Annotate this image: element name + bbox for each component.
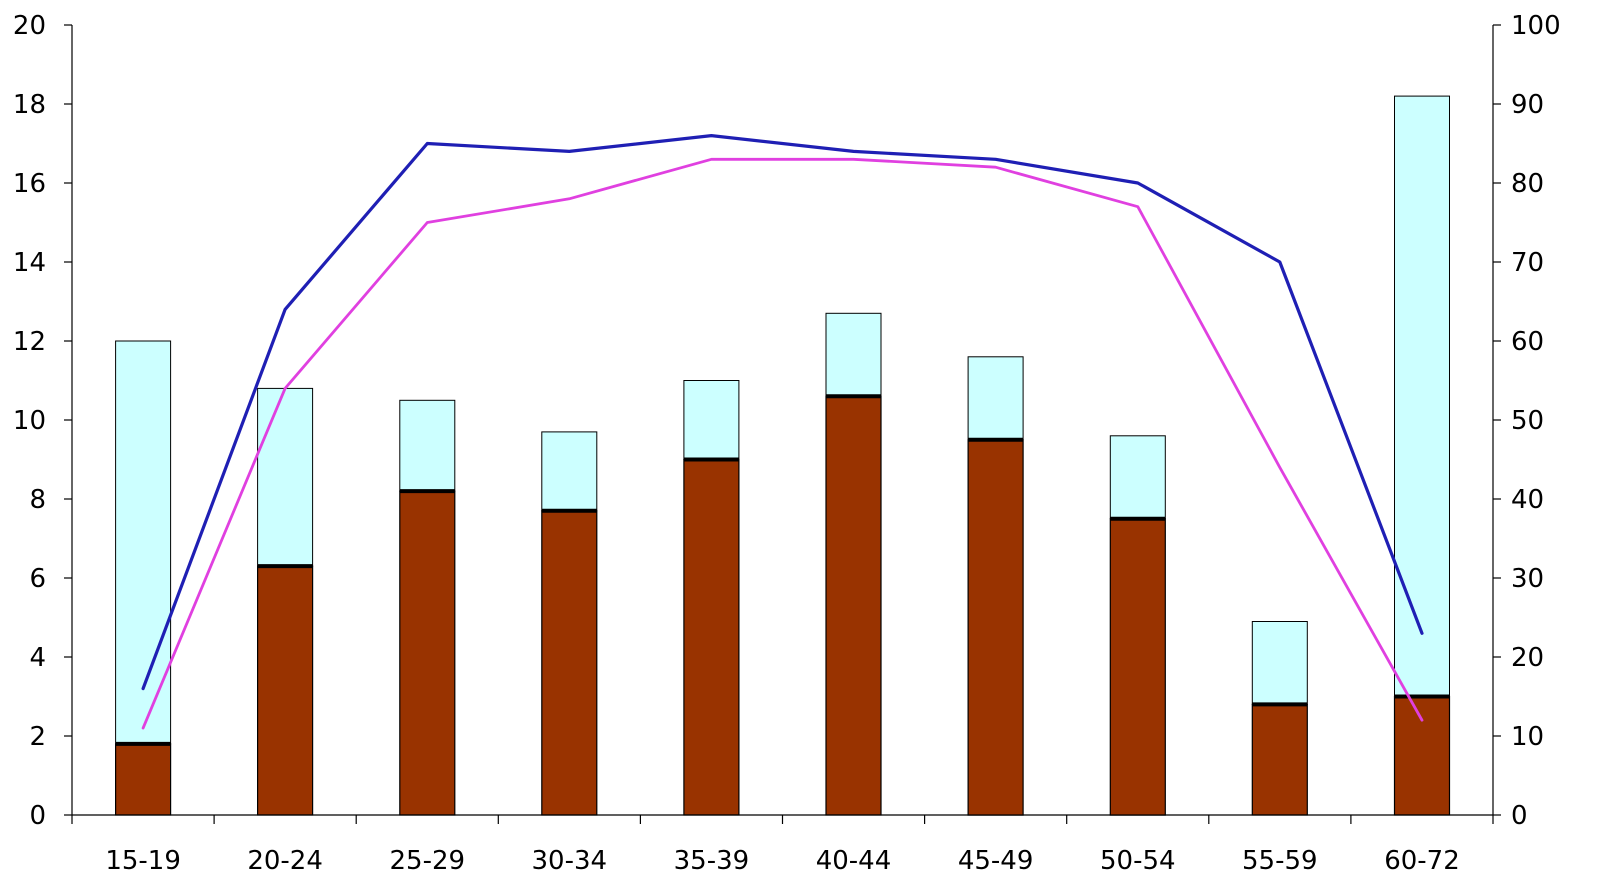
y-left-tick-label: 8 (29, 485, 46, 515)
bar-45-49-segment-1 (967, 439, 1024, 816)
bar-40-44-segment-2 (825, 312, 882, 397)
bar-30-34-segment-2 (541, 431, 598, 512)
y-left-tick-label: 18 (13, 90, 46, 120)
lines-layer (141, 134, 1424, 730)
y-left-tick-label: 12 (13, 327, 46, 357)
y-left-tick-label: 0 (29, 801, 46, 831)
bar-25-29-segment-2 (399, 399, 456, 492)
labels-layer: 0 2 4 6 8 10 12 14 16 18 20 0 10 20 30 40 50 60 70 80 90 100 1… (13, 11, 1561, 876)
x-tick-label-30-34: 30-34 (532, 846, 608, 876)
y-right-tick-label: 20 (1511, 643, 1544, 673)
bar-55-59-segment-2 (1251, 621, 1308, 705)
x-tick-label-50-54: 50-54 (1100, 846, 1176, 876)
bar-35-39-segment-2 (683, 380, 740, 460)
x-tick-label-35-39: 35-39 (674, 846, 750, 876)
bar-25-29-segment-1 (399, 490, 456, 816)
bars-layer (114, 95, 1451, 816)
x-tick-label-55-59: 55-59 (1242, 846, 1318, 876)
x-tick-label-45-49: 45-49 (958, 846, 1034, 876)
y-left-tick-label: 16 (13, 169, 46, 199)
x-tick-label-60-72: 60-72 (1384, 846, 1460, 876)
bar-60-72-segment-2 (1394, 95, 1450, 698)
bar-30-34-segment-1 (541, 510, 598, 816)
y-left-tick-label: 4 (29, 643, 46, 673)
bar-15-19-segment-2 (115, 340, 172, 745)
bar-15-19-segment-1 (114, 743, 172, 816)
bar-35-39-segment-1 (683, 458, 740, 816)
bar-45-49-segment-2 (967, 356, 1024, 441)
y-left-tick-label: 20 (13, 11, 46, 41)
y-left-tick-label: 6 (29, 564, 46, 594)
line-series-2 (141, 157, 1424, 730)
y-right-tick-label: 70 (1511, 248, 1544, 278)
x-tick-label-15-19: 15-19 (105, 846, 181, 876)
bar-40-44-segment-1 (825, 395, 882, 816)
bar-55-59-segment-1 (1251, 703, 1308, 816)
y-left-tick-label: 14 (13, 248, 46, 278)
bar-60-72-segment-1 (1393, 695, 1451, 816)
y-right-tick-label: 50 (1511, 406, 1544, 436)
y-left-tick-label: 10 (13, 406, 46, 436)
bar-20-24-segment-2 (257, 387, 314, 567)
x-tick-label-25-29: 25-29 (390, 846, 466, 876)
y-left-tick-label: 2 (29, 722, 46, 752)
bar-50-54-segment-1 (1109, 518, 1166, 816)
y-right-tick-label: 10 (1511, 722, 1544, 752)
bar-20-24-segment-1 (257, 565, 314, 816)
y-right-tick-label: 100 (1511, 11, 1561, 41)
x-tick-label-40-44: 40-44 (816, 846, 892, 876)
y-right-tick-label: 80 (1511, 169, 1544, 199)
bar-50-54-segment-2 (1109, 435, 1166, 520)
y-right-tick-label: 30 (1511, 564, 1544, 594)
line-series-1 (141, 134, 1424, 691)
y-right-tick-label: 60 (1511, 327, 1544, 357)
x-tick-label-20-24: 20-24 (247, 846, 323, 876)
y-right-tick-label: 90 (1511, 90, 1544, 120)
y-right-tick-label: 0 (1511, 801, 1528, 831)
y-right-tick-label: 40 (1511, 485, 1544, 515)
axes-layer (64, 24, 1501, 824)
